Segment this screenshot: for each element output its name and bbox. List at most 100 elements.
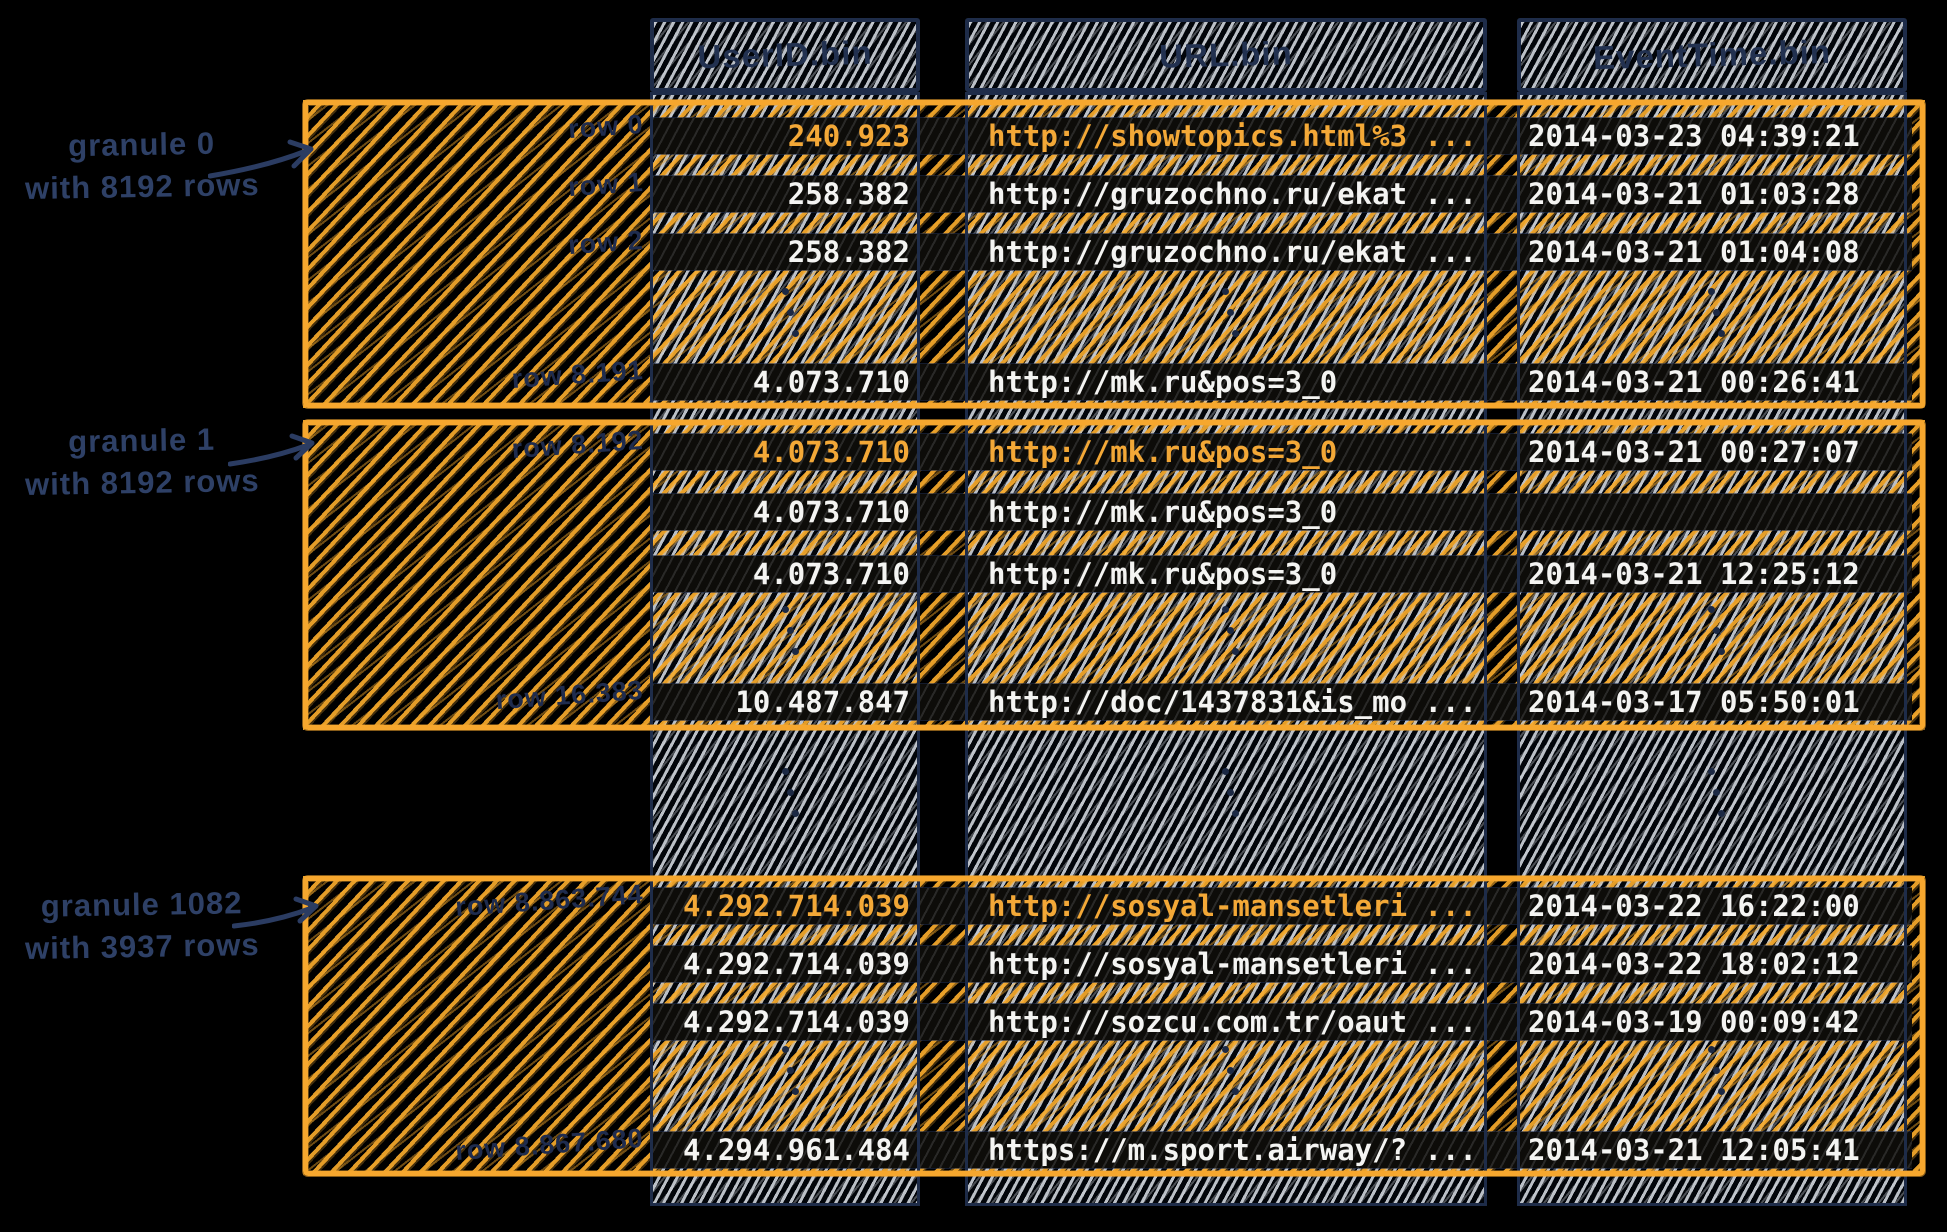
table-row-band	[652, 888, 1912, 924]
ellipsis-dot	[1718, 810, 1725, 817]
ellipsis-dot	[782, 1046, 789, 1053]
ellipsis-dot	[782, 606, 789, 613]
eventtime-value: 2014-03-22 18:02:12	[1528, 947, 1860, 981]
eventtime-value: 2014-03-21 01:04:08	[1528, 235, 1860, 269]
userid-column-header-box	[650, 18, 920, 92]
ellipsis-dot	[792, 648, 799, 655]
eventtime-value: 2014-03-21 01:03:28	[1528, 177, 1860, 211]
ellipsis-dot	[1713, 627, 1720, 634]
ellipsis-dot	[1232, 810, 1239, 817]
ellipsis-dot	[1713, 789, 1720, 796]
ellipsis-dot	[787, 1067, 794, 1074]
column-border-line	[965, 92, 968, 1206]
url-value: http://mk.ru&pos=3_0	[988, 435, 1338, 469]
ellipsis-dot	[1713, 309, 1720, 316]
ellipsis-dot	[1718, 1088, 1725, 1095]
url-value: http://mk.ru&pos=3_0	[988, 495, 1338, 529]
table-row-band	[652, 684, 1912, 720]
ellipsis-dot	[1227, 789, 1234, 796]
eventtime-value: 2014-03-21 12:05:41	[1528, 1133, 1860, 1167]
eventtime-value: 2014-03-21 12:25:12	[1528, 557, 1860, 591]
column-border-line	[917, 92, 920, 1206]
table-row-band	[652, 946, 1912, 982]
userid-value: 10.487.847	[735, 685, 910, 719]
eventtime-value	[1528, 494, 1904, 530]
ellipsis-dot	[792, 330, 799, 337]
ellipsis-dot	[787, 309, 794, 316]
userid-value: 4.292.714.039	[683, 889, 910, 923]
url-value: http://sozcu.com.tr/oaut ...	[988, 1005, 1477, 1039]
url-value: http://showtopics.html%3 ...	[988, 119, 1477, 153]
url-value: http://gruzochno.ru/ekat ...	[988, 235, 1477, 269]
url-value: http://mk.ru&pos=3_0	[988, 365, 1338, 399]
eventtime-value: 2014-03-21 00:26:41	[1528, 365, 1860, 399]
userid-value: 4.292.714.039	[683, 1005, 910, 1039]
ellipsis-dot	[1708, 1046, 1715, 1053]
eventtime-value: 2014-03-22 16:22:00	[1528, 889, 1860, 923]
granule-box-border	[303, 100, 1925, 408]
userid-value: 4.294.961.484	[683, 1133, 910, 1167]
column-header-eventtime: EventTime.bin	[1592, 32, 1832, 77]
ellipsis-dot	[1222, 1046, 1229, 1053]
ellipsis-dot	[1232, 330, 1239, 337]
ellipsis-dot	[782, 768, 789, 775]
table-row-band	[652, 494, 1912, 530]
eventtime-value: 2014-03-17 05:50:01	[1528, 685, 1860, 719]
eventtime-value: 2014-03-23 04:39:21	[1528, 119, 1860, 153]
arrow-to-granule-0	[208, 139, 314, 179]
ellipsis-dot	[1713, 1067, 1720, 1074]
ellipsis-dot	[1232, 648, 1239, 655]
eventtime-column-header-box	[1517, 18, 1907, 92]
userid-value: 4.073.710	[752, 557, 910, 591]
userid-value: 4.292.714.039	[683, 947, 910, 981]
userid-value: 258.382	[787, 235, 910, 269]
column-border-line	[1484, 92, 1487, 1206]
ellipsis-dot	[1222, 288, 1229, 295]
ellipsis-dot	[782, 288, 789, 295]
table-row-band	[652, 364, 1912, 400]
ellipsis-dot	[1708, 288, 1715, 295]
url-value: https://m.sport.airway/? ...	[988, 1133, 1477, 1167]
userid-value: 258.382	[787, 177, 910, 211]
column-header-url: URL.bin	[1158, 34, 1294, 75]
url-value: http://sosyal-mansetleri ...	[988, 889, 1477, 923]
eventtime-value: 2014-03-21 00:27:07	[1528, 435, 1860, 469]
column-border-line	[650, 92, 653, 1206]
granule-box-border	[303, 420, 1925, 730]
column-header-userid: UserID.bin	[697, 33, 873, 76]
column-border-line	[1904, 92, 1907, 1206]
ellipsis-dot	[787, 789, 794, 796]
ellipsis-dot	[1708, 606, 1715, 613]
eventtime-value: 2014-03-19 00:09:42	[1528, 1005, 1860, 1039]
arrow-to-granule-1082	[232, 896, 319, 929]
ellipsis-dot	[787, 627, 794, 634]
table-row-band	[652, 434, 1912, 470]
userid-value: 4.073.710	[752, 435, 910, 469]
ellipsis-dot	[1227, 627, 1234, 634]
table-row-band	[652, 1132, 1912, 1168]
url-column-header-box	[965, 18, 1487, 92]
arrow-to-granule-1	[228, 433, 315, 467]
ellipsis-dot	[1222, 606, 1229, 613]
url-value: http://sosyal-mansetleri ...	[988, 947, 1477, 981]
table-row-band	[652, 556, 1912, 592]
ellipsis-dot	[1227, 309, 1234, 316]
userid-value: 4.073.710	[752, 365, 910, 399]
ellipsis-dot	[1718, 648, 1725, 655]
ellipsis-dot	[792, 810, 799, 817]
granule-box-border	[303, 876, 1925, 1176]
ellipsis-dot	[1718, 330, 1725, 337]
ellipsis-dot	[1222, 768, 1229, 775]
ellipsis-dot	[792, 1088, 799, 1095]
userid-value: 4.073.710	[752, 495, 910, 529]
ellipsis-dot	[1708, 768, 1715, 775]
url-value: http://mk.ru&pos=3_0	[988, 557, 1338, 591]
table-row-band	[652, 118, 1912, 154]
ellipsis-dot	[1232, 1088, 1239, 1095]
ellipsis-dot	[1227, 1067, 1234, 1074]
table-row-band	[652, 234, 1912, 270]
column-border-line	[1517, 92, 1520, 1206]
userid-value: 240.923	[787, 119, 910, 153]
url-value: http://doc/1437831&is_mo ...	[988, 685, 1477, 719]
